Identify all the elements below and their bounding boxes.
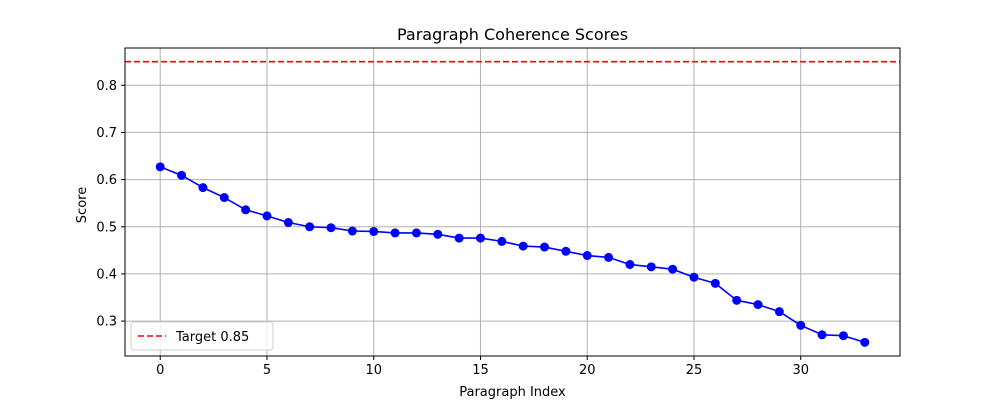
data-point [198,183,208,193]
data-point [604,252,614,262]
legend-box [130,321,274,351]
data-point [838,331,848,341]
data-point [625,259,635,269]
x-tick-label: 25 [686,363,703,378]
data-point [454,233,464,243]
x-tick-label: 5 [263,363,271,378]
data-point [732,295,742,305]
data-point [411,228,421,238]
data-point [668,264,678,274]
y-tick-label: 0.4 [96,267,117,282]
data-point [753,300,763,310]
series-line [159,166,866,344]
x-tick-label: 15 [472,363,489,378]
x-axis-ticks: 0 5 10 15 20 25 30 [156,356,809,378]
x-tick-label: 0 [156,363,164,378]
data-point [155,162,165,172]
data-point [283,218,293,228]
y-axis-label: Score [75,187,90,223]
x-tick-label: 10 [365,363,382,378]
data-point [710,278,720,288]
data-point [262,211,272,221]
y-tick-label: 0.3 [96,315,117,330]
data-point [860,337,870,347]
data-point [774,307,784,317]
data-point [540,242,550,252]
data-point [305,222,315,232]
y-tick-label: 0.5 [96,220,117,235]
data-point [433,229,443,239]
y-axis-ticks: 0.3 0.4 0.5 0.6 0.7 0.8 [96,79,125,330]
data-point [497,236,507,246]
data-point [347,226,357,236]
chart-title: Paragraph Coherence Scores [397,25,628,44]
data-point [177,170,187,180]
x-axis-label: Paragraph Index [459,385,566,400]
y-tick-label: 0.6 [96,173,117,188]
grid [125,48,900,356]
data-point [326,223,336,233]
data-point [369,226,379,236]
data-point [219,193,229,203]
legend-label-target: Target 0.85 [175,330,249,345]
data-point [241,205,251,215]
series [155,162,870,347]
data-point [475,233,485,243]
legend: Target 0.85 [130,321,274,351]
y-tick-label: 0.7 [96,126,117,141]
y-tick-label: 0.8 [96,79,117,94]
x-tick-label: 20 [579,363,596,378]
data-point [561,246,571,256]
data-point [390,228,400,238]
data-point [796,320,806,330]
data-point [817,330,827,340]
x-tick-label: 30 [792,363,809,378]
data-point [518,241,528,251]
data-point [689,272,699,282]
data-point [646,262,656,272]
plot-frame [124,47,901,357]
data-point [582,251,592,261]
